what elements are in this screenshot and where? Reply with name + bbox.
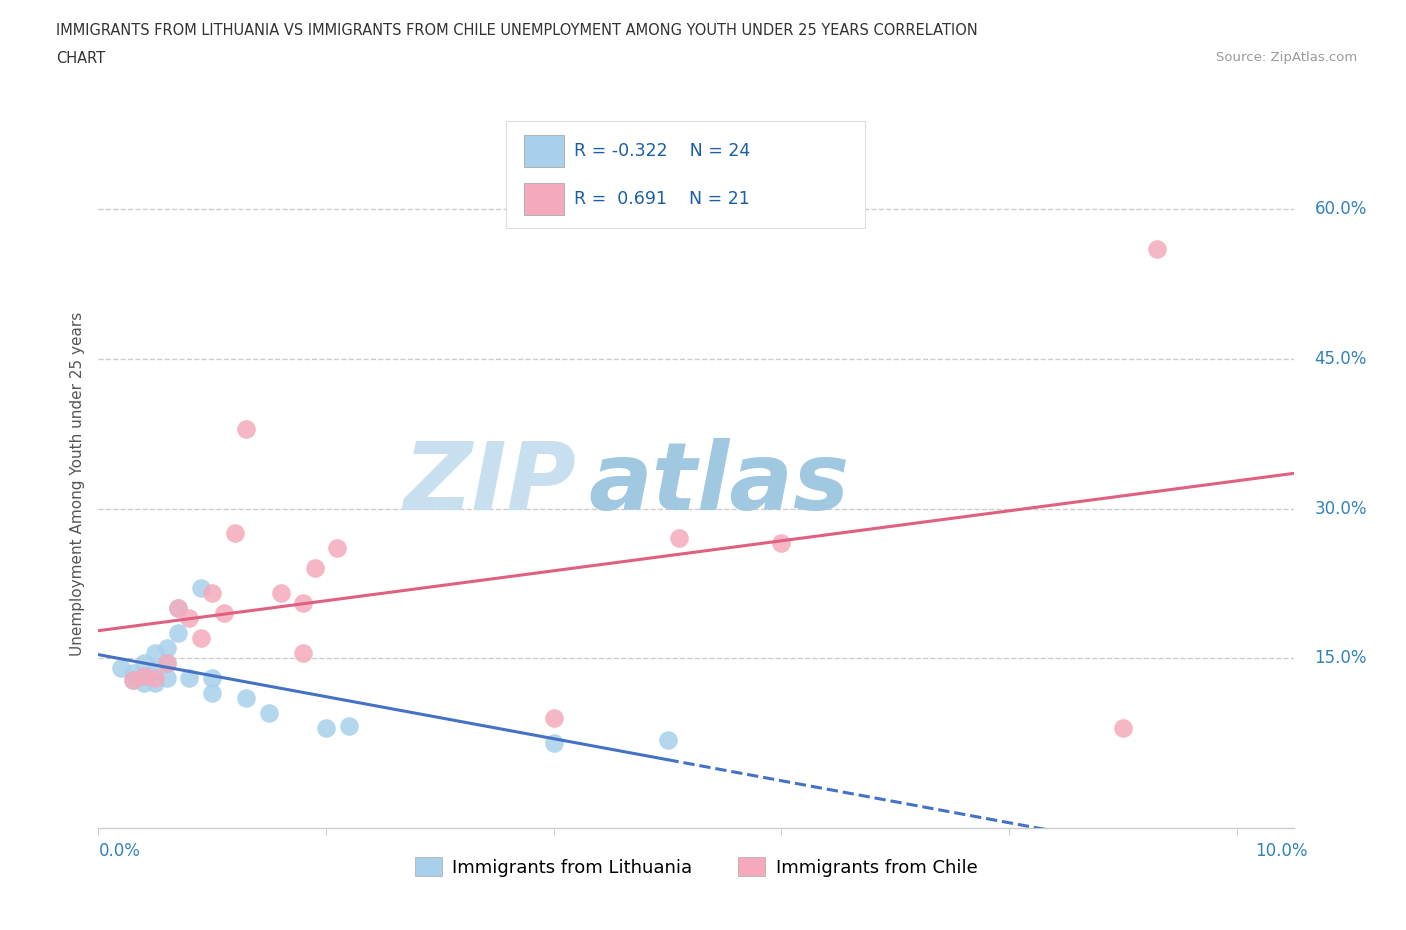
Point	[132, 669, 155, 684]
Text: R = -0.322    N = 24: R = -0.322 N = 24	[574, 142, 751, 160]
Point	[143, 671, 166, 685]
Text: ZIP: ZIP	[404, 438, 576, 529]
Legend: Immigrants from Lithuania, Immigrants from Chile: Immigrants from Lithuania, Immigrants fr…	[408, 850, 984, 884]
Point	[201, 685, 224, 700]
Point	[132, 656, 155, 671]
Point	[156, 656, 179, 671]
Point	[543, 736, 565, 751]
Text: 30.0%: 30.0%	[1315, 499, 1367, 517]
Point	[1112, 721, 1135, 736]
Point	[143, 675, 166, 690]
Point	[315, 721, 337, 736]
Text: 10.0%: 10.0%	[1256, 842, 1308, 859]
Point	[201, 671, 224, 685]
Point	[167, 601, 190, 616]
Point	[143, 645, 166, 660]
Point	[156, 671, 179, 685]
Text: R =  0.691    N = 21: R = 0.691 N = 21	[574, 190, 749, 208]
Point	[304, 561, 326, 576]
Point	[235, 421, 257, 436]
Point	[235, 691, 257, 706]
Point	[121, 672, 143, 687]
Text: IMMIGRANTS FROM LITHUANIA VS IMMIGRANTS FROM CHILE UNEMPLOYMENT AMONG YOUTH UNDE: IMMIGRANTS FROM LITHUANIA VS IMMIGRANTS …	[56, 23, 979, 38]
Y-axis label: Unemployment Among Youth under 25 years: Unemployment Among Youth under 25 years	[69, 312, 84, 656]
Point	[292, 596, 315, 611]
Point	[270, 586, 292, 601]
Text: atlas: atlas	[588, 438, 849, 529]
Point	[337, 719, 360, 734]
Text: 15.0%: 15.0%	[1315, 649, 1367, 667]
Point	[156, 656, 179, 671]
Point	[179, 611, 201, 626]
Point	[121, 672, 143, 687]
Text: 45.0%: 45.0%	[1315, 350, 1367, 368]
Point	[179, 671, 201, 685]
Point	[132, 669, 155, 684]
Point	[657, 733, 679, 748]
Point	[543, 711, 565, 725]
Text: 60.0%: 60.0%	[1315, 200, 1367, 219]
Point	[224, 526, 246, 541]
Point	[132, 675, 155, 690]
Point	[167, 601, 190, 616]
Point	[212, 605, 235, 620]
Point	[121, 666, 143, 681]
FancyBboxPatch shape	[524, 135, 564, 166]
Text: 0.0%: 0.0%	[98, 842, 141, 859]
Point	[292, 645, 315, 660]
Point	[167, 626, 190, 641]
Point	[143, 663, 166, 678]
Point	[201, 586, 224, 601]
Point	[668, 531, 690, 546]
Point	[257, 706, 280, 721]
Point	[190, 581, 212, 596]
FancyBboxPatch shape	[524, 183, 564, 215]
Point	[326, 541, 349, 556]
Point	[190, 631, 212, 645]
Point	[770, 536, 793, 551]
Point	[156, 641, 179, 656]
Point	[110, 660, 132, 675]
Point	[1146, 242, 1168, 257]
Text: Source: ZipAtlas.com: Source: ZipAtlas.com	[1216, 51, 1357, 64]
Text: CHART: CHART	[56, 51, 105, 66]
